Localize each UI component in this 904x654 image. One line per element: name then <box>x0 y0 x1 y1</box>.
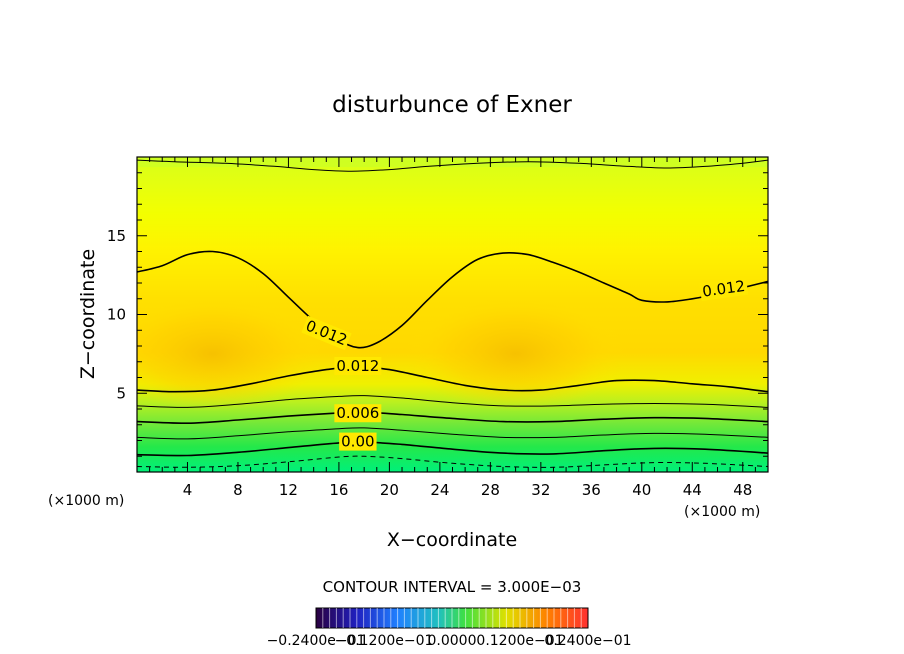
contour-line <box>137 427 768 440</box>
x-tick-label: 8 <box>233 481 243 499</box>
contour-label-bg <box>339 432 377 451</box>
x-tick-label: 20 <box>380 481 399 499</box>
contour-line <box>137 159 768 172</box>
x-tick-label: 44 <box>683 481 702 499</box>
x-axis-label: X−coordinate <box>387 529 517 551</box>
colorbar-ticks <box>322 608 582 628</box>
x-axis-unit-label: (×1000 m) <box>684 504 760 520</box>
x-axis: 4 8 12 16 20 24 28 32 36 40 44 48 <box>136 157 769 499</box>
contour-line <box>137 395 768 408</box>
contour-line <box>137 455 768 468</box>
y-tick-label: 15 <box>107 227 126 245</box>
x-tick-label: 24 <box>430 481 449 499</box>
band-maximum <box>137 295 323 412</box>
colorbar-labels: −0.2400e−01−0.1200e−010.0000 0.1200e−010.… <box>267 633 632 649</box>
y-tick-label: 5 <box>116 384 126 402</box>
contour-label: 0.00 <box>341 433 374 451</box>
contour-interval-text: CONTOUR INTERVAL = 3.000E−03 <box>323 578 582 596</box>
x-tick-label: 12 <box>279 481 298 499</box>
y-tick-label: 10 <box>107 306 126 324</box>
x-tick-label: 48 <box>733 481 752 499</box>
y-axis-label: Z−coordinate <box>77 249 99 379</box>
x-tick-label: 36 <box>582 481 601 499</box>
x-tick-label: 28 <box>481 481 500 499</box>
x-tick-label: 40 <box>632 481 651 499</box>
band-maximum <box>405 295 626 412</box>
x-tick-label: 16 <box>329 481 348 499</box>
contour-label: 0.012 <box>336 357 379 375</box>
x-tick-label: 32 <box>531 481 550 499</box>
colorbar-tick-label: 0.1200e−01 <box>476 633 563 649</box>
chart-title: disturbunce of Exner <box>332 92 572 118</box>
contour-label-bg <box>334 356 382 375</box>
contour-line <box>137 250 768 349</box>
contour-label-bg <box>699 276 749 301</box>
contour-label-bg <box>301 315 352 351</box>
colorbar-tick-label: 0.0000 <box>428 633 477 649</box>
colorbar-tick-label: 0.2400e−01 <box>544 633 631 649</box>
contour-label-bg <box>334 404 382 423</box>
contour-plot-area <box>137 157 768 472</box>
y-axis: 5 10 15 <box>107 156 768 473</box>
contour-line <box>137 365 768 393</box>
colorbar-tick-label: −0.2400e−01 <box>267 633 366 649</box>
contour-line <box>137 411 768 425</box>
contour-label: 0.006 <box>336 404 379 422</box>
x-tick-label: 4 <box>183 481 193 499</box>
y-axis-unit-label: (×1000 m) <box>48 493 124 509</box>
colorbar-tick-label: −0.1200e−01 <box>335 633 434 649</box>
contour-label: 0.012 <box>701 277 746 301</box>
contour-line <box>137 441 768 457</box>
